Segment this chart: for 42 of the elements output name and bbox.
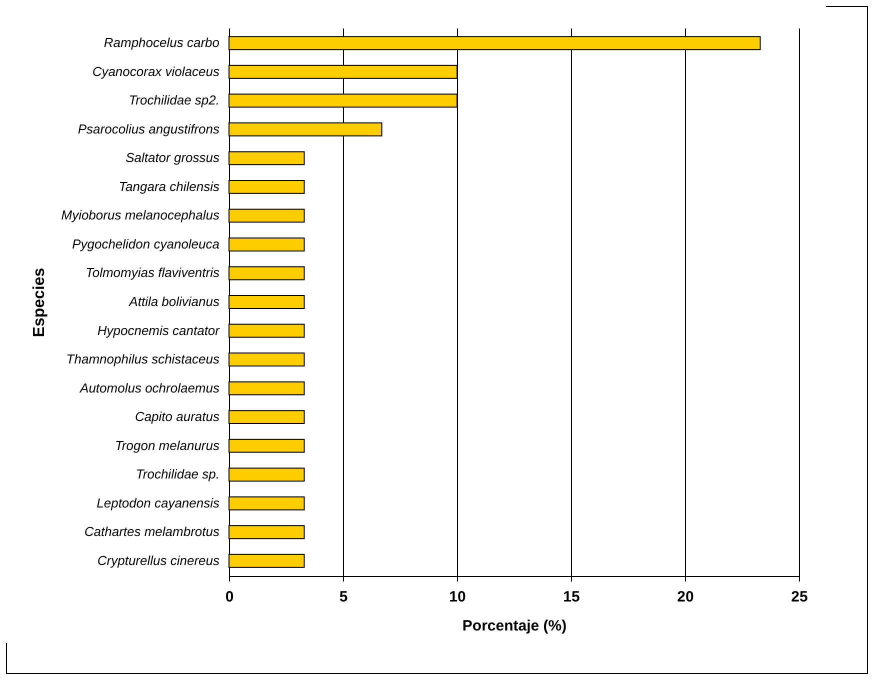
y-tick-label: Crypturellus cinereus [97, 552, 220, 568]
y-tick-label: Pygochelidon cyanoleuca [72, 236, 220, 252]
y-tick-label: Thamnophilus schistaceus [66, 352, 220, 367]
bar [228, 180, 305, 194]
y-tick-label: Tolmomyias flaviventris [86, 265, 220, 280]
x-axis-title: Porcentaje (%) [462, 618, 567, 634]
x-tick-label: 5 [339, 588, 348, 606]
bar [228, 554, 305, 568]
bar [228, 438, 305, 453]
y-tick-label: Psarocolius angustifrons [78, 121, 220, 136]
bar [228, 237, 305, 252]
y-tick-label: Cyanocorax violaceus [92, 64, 220, 79]
bar [228, 151, 305, 166]
y-tick-label: Trogon melanurus [114, 438, 220, 453]
y-tick-label: Tangara chilensis [118, 178, 220, 194]
x-tick-label: 25 [791, 588, 808, 606]
y-tick-label: Trochilidae sp. [136, 466, 220, 482]
y-tick-label: Leptodon cayanensis [96, 495, 220, 510]
bar [228, 525, 305, 540]
bar [228, 208, 305, 223]
y-tick-label: Ramphocelus carbo [104, 35, 220, 50]
y-tick-label: Trochilidae sp2. [128, 92, 220, 108]
bar [228, 410, 305, 424]
y-tick-label: Attila bolivianus [128, 294, 220, 309]
x-tick-label: 15 [563, 588, 580, 606]
bar [228, 352, 305, 367]
bar [228, 496, 305, 510]
y-tick-label: Myioborus melanocephalus [61, 208, 220, 223]
bar [228, 266, 305, 280]
bar [228, 324, 305, 338]
y-tick-label: Saltator grossus [126, 150, 220, 166]
y-tick-label: Capito auratus [134, 409, 220, 424]
bar [228, 381, 305, 396]
bar [228, 295, 305, 309]
y-tick-label: Automolus ochrolaemus [79, 380, 220, 396]
x-tick-label: 20 [677, 588, 694, 606]
y-axis-title: Especies [31, 268, 48, 338]
x-tick-label: 0 [225, 588, 234, 606]
bar [228, 468, 305, 482]
y-tick-label: Cathartes melambrotus [84, 524, 220, 540]
y-tick-label: Hypocnemis cantator [97, 322, 220, 338]
x-tick-label: 10 [449, 588, 466, 606]
